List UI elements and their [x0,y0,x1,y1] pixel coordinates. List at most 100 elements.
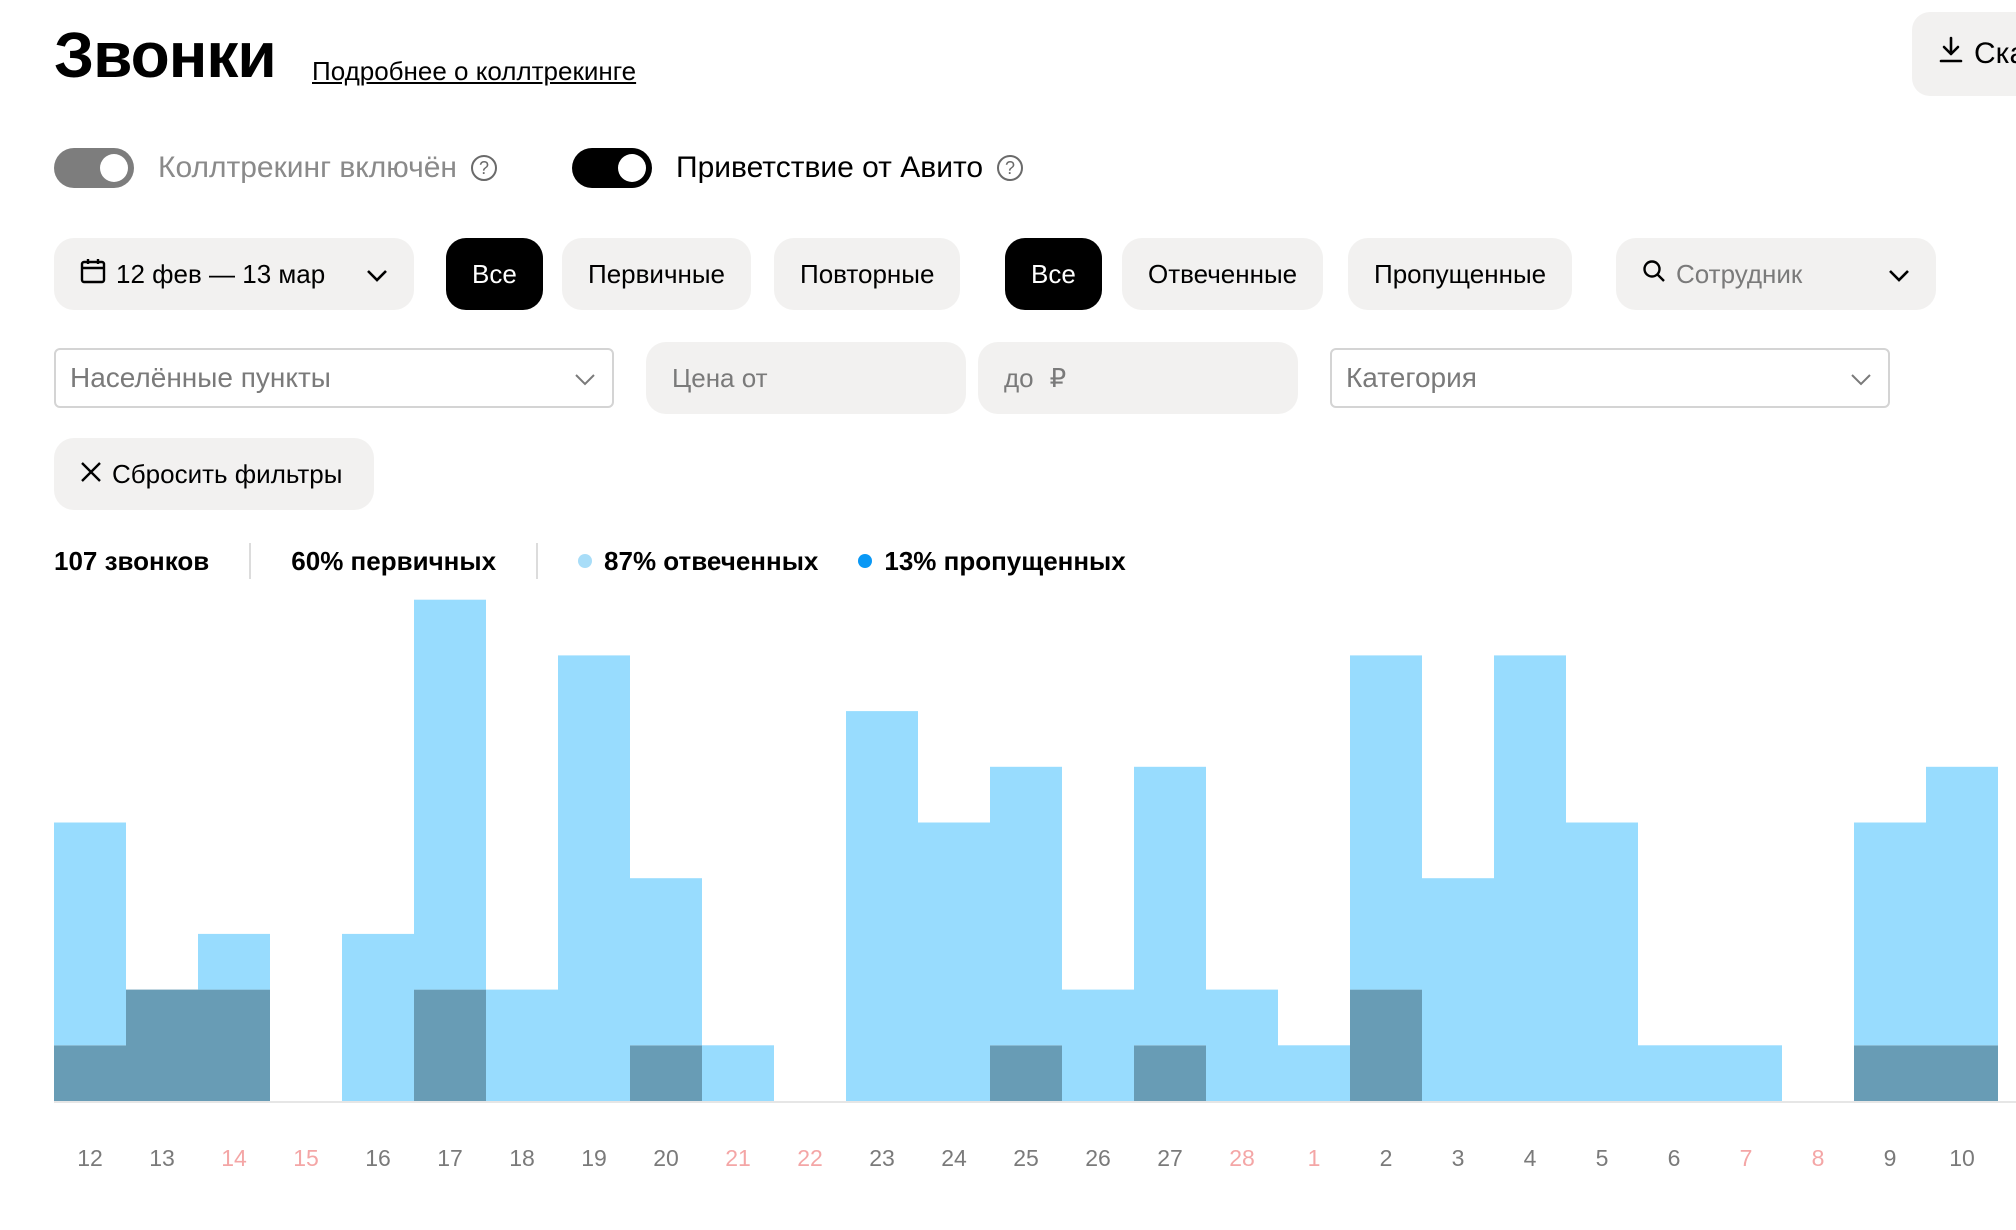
bar-missed-17[interactable] [414,989,486,1101]
x-tick-label: 8 [1812,1145,1825,1171]
bar-missed-2[interactable] [1350,989,1422,1101]
employee-placeholder: Сотрудник [1676,258,1803,289]
price-to-placeholder: до [1004,362,1034,393]
bar-missed-12[interactable] [54,1045,126,1101]
bar-missed-25[interactable] [990,1045,1062,1101]
x-tick-label: 12 [77,1145,103,1171]
x-tick-label: 22 [797,1145,823,1171]
bar-answered-6[interactable] [1638,1045,1710,1101]
missed-legend-dot [858,554,873,568]
stat-answered: 87% отвеченных [578,546,818,577]
bar-answered-10[interactable] [1926,766,1998,1046]
call-status-all-button[interactable]: Все [1005,238,1102,310]
bar-answered-14[interactable] [198,933,270,990]
bar-answered-18[interactable] [486,989,558,1101]
x-tick-label: 26 [1085,1145,1111,1171]
download-button[interactable]: Ска [1912,12,2016,96]
x-tick-label: 13 [149,1145,175,1171]
bar-answered-19[interactable] [558,655,630,1101]
bar-answered-2[interactable] [1350,655,1422,990]
search-icon [1642,259,1666,290]
calls-bar-chart: 12 13 14 15 16 17 18 19 20 21 22 23 24 25 26 27 28 1 2 3 4 5 6… [54,599,2016,1171]
bar-missed-13[interactable] [126,989,198,1101]
greeting-help-icon[interactable]: ? [997,155,1024,181]
price-from-placeholder: Цена от [672,362,768,393]
price-from-input[interactable]: Цена от [646,342,966,414]
page-title: Звонки [54,19,277,91]
call-type-repeat-button[interactable]: Повторные [774,238,961,310]
calltracking-toggle[interactable] [54,148,134,188]
x-tick-label: 5 [1596,1145,1609,1171]
bar-answered-12[interactable] [54,822,126,1046]
chevron-down-icon [366,259,388,290]
calltracking-toggle-group: Коллтрекинг включён ? [54,148,497,188]
bar-answered-7[interactable] [1710,1045,1782,1101]
bar-answered-1[interactable] [1278,1045,1350,1101]
bar-missed-10[interactable] [1926,1045,1998,1101]
stat-answered-label: 87% отвеченных [604,545,819,576]
call-type-all-button[interactable]: Все [446,238,543,310]
employee-select[interactable]: Сотрудник [1616,238,1936,310]
download-label: Ска [1974,37,2016,70]
category-placeholder: Категория [1346,362,1477,393]
bar-answered-26[interactable] [1062,989,1134,1101]
answered-legend-dot [578,554,593,568]
bar-answered-21[interactable] [702,1045,774,1101]
bar-answered-3[interactable] [1422,878,1494,1101]
call-status-answered-button[interactable]: Отвеченные [1122,238,1324,310]
bar-answered-5[interactable] [1566,822,1638,1102]
stat-total: 107 звонков [54,545,210,576]
price-to-input[interactable]: до ₽ [978,342,1298,414]
bar-answered-17[interactable] [414,599,486,990]
x-tick-label: 25 [1013,1145,1039,1171]
x-tick-label: 7 [1740,1145,1753,1171]
stat-missed-label: 13% пропущенных [884,545,1126,576]
cities-select[interactable]: Населённые пункты [54,348,614,408]
call-type-primary-button[interactable]: Первичные [562,238,751,310]
toggle-knob [618,154,646,182]
bar-answered-28[interactable] [1206,989,1278,1101]
bar-answered-20[interactable] [630,878,702,1046]
bar-missed-20[interactable] [630,1045,702,1101]
close-icon [80,459,102,490]
bar-answered-27[interactable] [1134,766,1206,1046]
bar-answered-24[interactable] [918,822,990,1102]
calltracking-info-link[interactable]: Подробнее о коллтрекинге [312,56,637,86]
bar-missed-9[interactable] [1854,1045,1926,1101]
currency-ruble: ₽ [1049,362,1067,393]
bar-answered-4[interactable] [1494,655,1566,1101]
x-tick-label: 1 [1308,1145,1321,1171]
chevron-down-icon [1850,362,1872,394]
date-range-select[interactable]: 12 фев — 13 мар [54,238,414,310]
bar-answered-9[interactable] [1854,822,1926,1046]
toggle-knob [100,154,128,182]
x-tick-label: 24 [941,1145,967,1171]
category-select[interactable]: Категория [1330,348,1890,408]
bar-answered-25[interactable] [990,766,1062,1046]
stat-primary: 60% первичных [291,545,497,576]
bar-missed-27[interactable] [1134,1045,1206,1101]
greeting-toggle-label: Приветствие от Авито [676,151,984,184]
x-tick-label: 3 [1452,1145,1465,1171]
greeting-toggle-group: Приветствие от Авито ? [572,148,1024,188]
greeting-toggle[interactable] [572,148,652,188]
x-tick-label: 14 [221,1145,247,1171]
reset-filters-button[interactable]: Сбросить фильтры [54,438,375,510]
bar-answered-16[interactable] [342,933,414,1101]
stats-bar: 107 звонков 60% первичных 87% отвеченных… [54,543,1126,579]
x-tick-label: 4 [1524,1145,1537,1171]
call-status-missed-button[interactable]: Пропущенные [1348,238,1573,310]
x-tick-label: 19 [581,1145,607,1171]
bar-answered-23[interactable] [846,711,918,1101]
reset-filters-label: Сбросить фильтры [112,458,343,489]
calltracking-toggle-label: Коллтрекинг включён [158,151,457,184]
x-tick-label: 23 [869,1145,895,1171]
calltracking-help-icon[interactable]: ? [470,155,497,181]
x-tick-label: 16 [365,1145,391,1171]
x-tick-label: 28 [1229,1145,1255,1171]
bar-missed-14[interactable] [198,989,270,1101]
stat-divider [249,543,252,579]
x-tick-label: 17 [437,1145,463,1171]
x-tick-label: 21 [725,1145,751,1171]
date-range-value: 12 фев — 13 мар [116,258,326,289]
